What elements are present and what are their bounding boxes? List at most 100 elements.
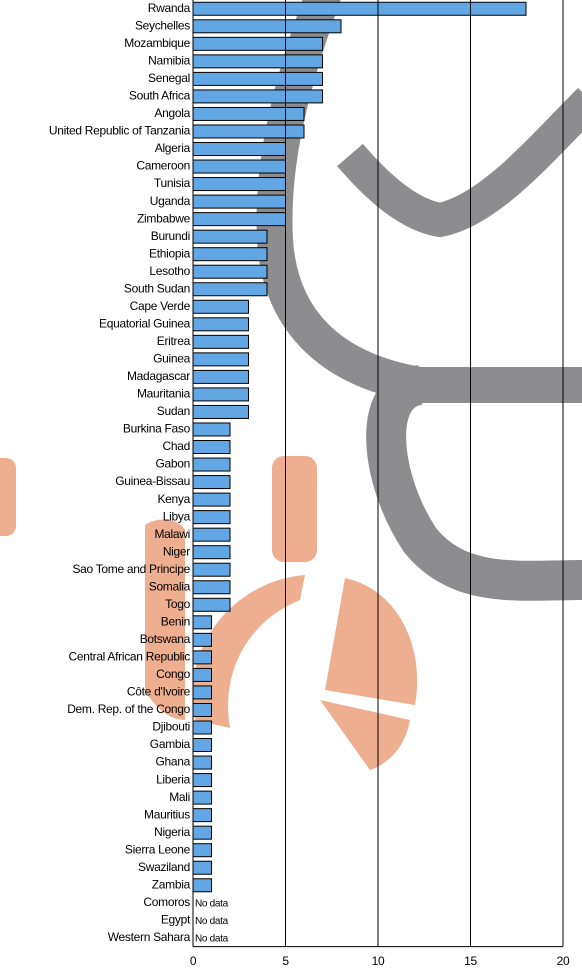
bar: [192, 808, 212, 823]
y-tick-label: Burkina Faso: [123, 422, 191, 436]
bar: [192, 738, 212, 753]
y-tick-label: Sudan: [157, 404, 190, 418]
bar: [192, 229, 268, 244]
y-tick-label: Namibia: [148, 54, 191, 68]
bar: [192, 755, 212, 770]
y-tick-label: Guinea: [153, 352, 191, 366]
y-tick-label: Zimbabwe: [137, 211, 191, 225]
bar: [192, 475, 231, 490]
y-tick-label: United Republic of Tanzania: [49, 124, 191, 138]
y-tick-label: Lesotho: [149, 264, 190, 278]
y-tick-label: Uganda: [150, 194, 191, 208]
x-tick-label: 0: [190, 954, 197, 968]
y-tick-label: Niger: [163, 544, 190, 558]
bar: [192, 387, 249, 402]
y-tick-label: Gambia: [150, 737, 191, 751]
bar: [192, 282, 268, 297]
bar: [192, 212, 286, 227]
bar: [192, 580, 231, 595]
bar: [192, 545, 231, 560]
bar: [192, 632, 212, 647]
y-tick-label: Gabon: [155, 457, 190, 471]
bar: [192, 124, 305, 139]
bar: [192, 650, 212, 665]
bar: [192, 334, 249, 349]
bar: [192, 369, 249, 384]
bar: [192, 790, 212, 805]
bar: [192, 562, 231, 577]
y-tick-label: Somalia: [149, 579, 191, 593]
bar: [192, 247, 268, 262]
y-tick-label: Ethiopia: [149, 246, 191, 260]
y-tick-label: Libya: [163, 509, 191, 523]
y-tick-label: Djibouti: [152, 720, 190, 734]
y-tick-label: Côte d'Ivoire: [127, 685, 191, 699]
y-tick-label: Cameroon: [136, 159, 190, 173]
x-tick-label: 20: [557, 954, 570, 968]
y-tick-label: Chad: [163, 439, 191, 453]
y-tick-label: Mauritania: [137, 387, 191, 401]
y-tick-label: Western Sahara: [108, 930, 191, 944]
y-tick-label: Tunisia: [154, 176, 191, 190]
bar: [192, 1, 527, 16]
bar: [192, 685, 212, 700]
y-tick-label: Nigeria: [154, 825, 191, 839]
bar: [192, 597, 231, 612]
y-tick-label: Liberia: [156, 772, 191, 786]
bar: [192, 492, 231, 507]
y-tick-label: Senegal: [148, 71, 190, 85]
y-tick-label: Angola: [154, 106, 190, 120]
y-tick-label: Madagascar: [127, 369, 190, 383]
bar: [192, 773, 212, 788]
y-tick-label: Seychelles: [135, 18, 190, 32]
y-tick-label: Mauritius: [144, 807, 190, 821]
y-tick-label: Algeria: [155, 141, 191, 155]
bar: [192, 843, 212, 858]
y-tick-label: Burundi: [151, 229, 190, 243]
y-tick-label: Guinea-Bissau: [115, 474, 190, 488]
bar: [192, 702, 212, 717]
y-tick-label: Botswana: [140, 632, 191, 646]
y-tick-label: Comoros: [143, 895, 190, 909]
bar: [192, 264, 268, 279]
y-tick-label: Mali: [169, 790, 190, 804]
y-tick-label: Benin: [161, 614, 190, 628]
bar: [192, 106, 305, 121]
bar: [192, 19, 342, 34]
y-tick-label: Equatorial Guinea: [99, 316, 191, 330]
value-label: No data: [195, 898, 229, 909]
x-tick-label: 15: [464, 954, 477, 968]
y-tick-label: Sao Tome and Principe: [72, 562, 190, 576]
y-tick-label: Sierra Leone: [125, 842, 191, 856]
bar: [192, 352, 249, 367]
y-tick-label: Malawi: [154, 527, 190, 541]
y-tick-label: Congo: [156, 667, 190, 681]
y-tick-label: Mozambique: [124, 36, 190, 50]
bar: [192, 194, 286, 209]
y-tick-label: Central African Republic: [68, 650, 190, 664]
background-logo: [0, 0, 582, 770]
bar: [192, 860, 212, 875]
bar: [192, 720, 212, 735]
value-label: No data: [195, 933, 229, 944]
y-tick-label: South Sudan: [124, 281, 190, 295]
bar: [192, 615, 212, 630]
y-tick-label: Rwanda: [148, 1, 191, 15]
bar: [192, 527, 231, 542]
bar: [192, 404, 249, 419]
bar: [192, 440, 231, 455]
x-tick-label: 5: [282, 954, 289, 968]
y-tick-label: Egypt: [161, 912, 191, 926]
bar: [192, 422, 231, 437]
value-label: No data: [195, 916, 229, 927]
y-tick-label: Swaziland: [138, 860, 190, 874]
bar: [192, 71, 323, 86]
bar: [192, 667, 212, 682]
y-tick-label: Cape Verde: [130, 299, 191, 313]
x-tick-label: 10: [372, 954, 385, 968]
bar: [192, 159, 286, 174]
bar: [192, 299, 249, 314]
y-tick-label: Togo: [165, 597, 190, 611]
bar: [192, 457, 231, 472]
